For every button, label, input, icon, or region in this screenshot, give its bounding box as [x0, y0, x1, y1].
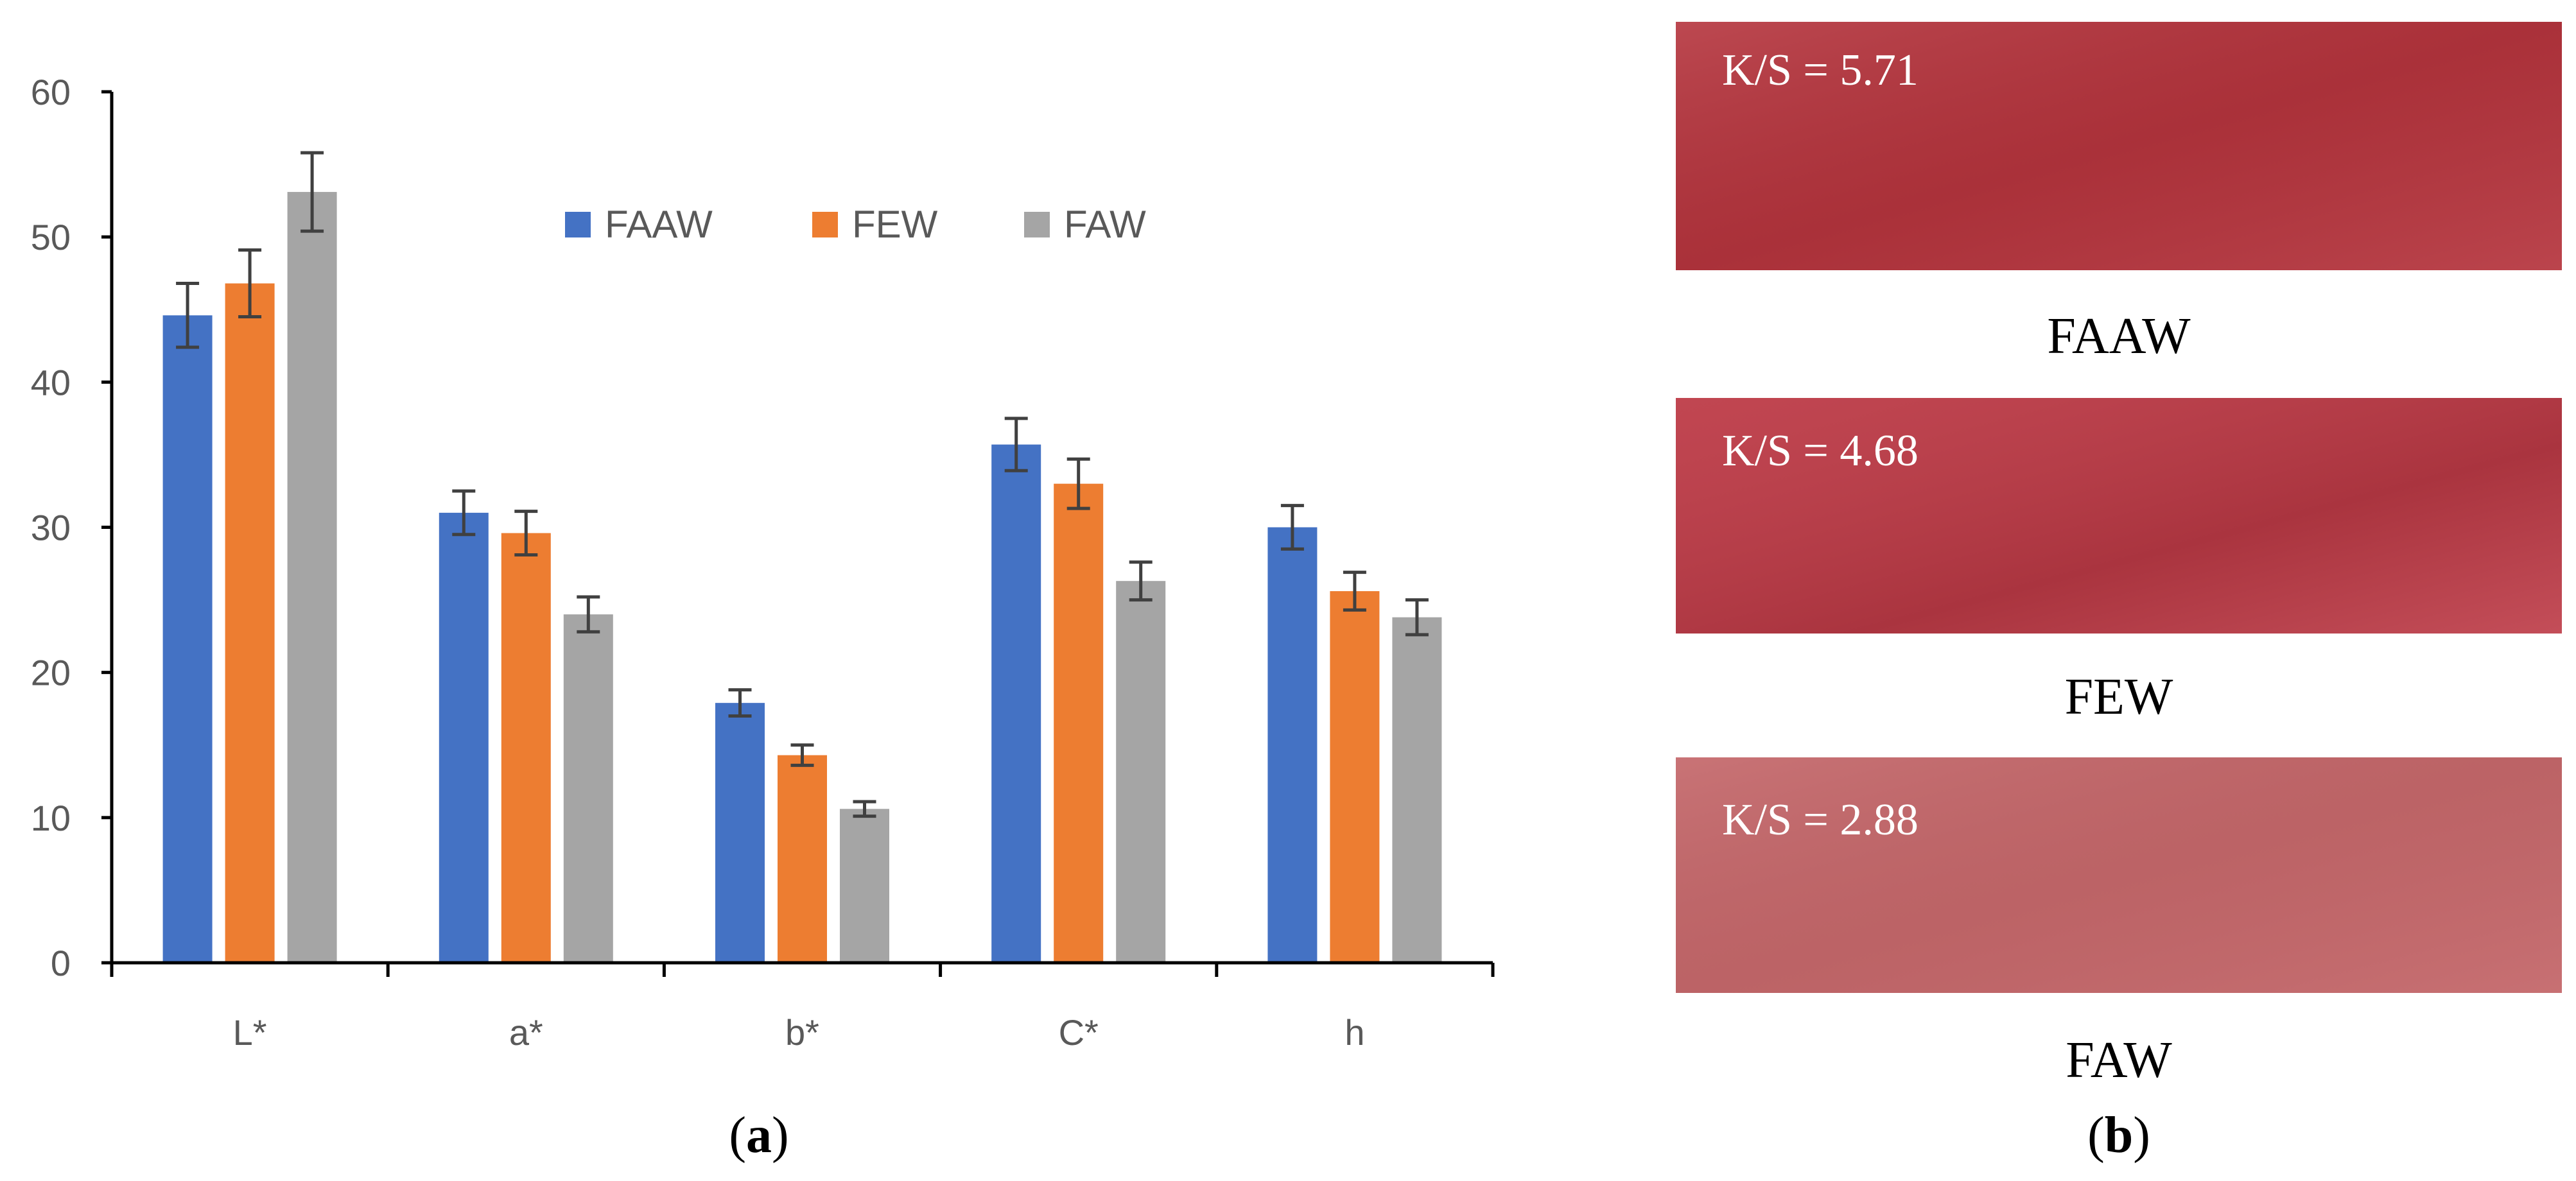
- panel-b-label: (b): [2087, 1107, 2150, 1164]
- bar-few-1: [501, 533, 551, 963]
- bar-faaw-2: [715, 703, 765, 963]
- y-tick-label: 40: [31, 362, 71, 402]
- bar-faaw-0: [162, 315, 213, 963]
- swatch-faw: K/S = 2.88 FAW: [1676, 757, 2562, 1089]
- error-bar: [853, 800, 876, 818]
- legend-swatch: [565, 212, 591, 237]
- bar-faw-1: [563, 614, 613, 963]
- error-bar: [728, 688, 752, 718]
- bar-faw-3: [1116, 581, 1166, 963]
- panel-a-label: (a): [729, 1107, 788, 1164]
- legend-item-faw: FAW: [1024, 203, 1146, 246]
- error-bar: [1280, 504, 1304, 551]
- swatch-ks-value: K/S = 5.71: [1722, 46, 1919, 95]
- bar-few-3: [1054, 483, 1104, 963]
- swatch-name: FEW: [2065, 669, 2173, 725]
- y-tick-label: 50: [31, 217, 71, 257]
- error-bar: [1004, 417, 1028, 472]
- legend-item-few: FEW: [812, 203, 938, 246]
- swatch-panel: K/S = 5.71 FAAW K/S = 4.68 FEW K/S = 2.8…: [1676, 22, 2562, 1089]
- error-bar: [176, 282, 200, 349]
- y-tick-label: 0: [51, 943, 71, 983]
- legend: FAAW FEW FAW: [565, 203, 1146, 246]
- bar-faaw-3: [991, 444, 1041, 963]
- error-bar: [1343, 571, 1366, 612]
- swatch-ks-value: K/S = 2.88: [1722, 795, 1919, 845]
- error-bar: [1066, 457, 1090, 510]
- bar-faaw-4: [1267, 527, 1318, 963]
- error-bar: [1405, 598, 1429, 637]
- y-tick-label: 30: [31, 508, 71, 548]
- swatch-few: K/S = 4.68 FEW: [1676, 398, 2562, 725]
- x-ticks: L* a* b* C* h: [110, 963, 1495, 1053]
- y-tick-label: 20: [31, 653, 71, 693]
- error-bar: [790, 743, 814, 767]
- bars: [162, 192, 1442, 963]
- x-tick-label: h: [1345, 1012, 1364, 1053]
- legend-label: FAW: [1064, 203, 1146, 246]
- legend-swatch: [1024, 212, 1050, 237]
- error-bar: [452, 489, 476, 537]
- swatch-name: FAW: [2066, 1032, 2172, 1089]
- y-ticks: 0 10 20 30 40 50 60: [31, 72, 112, 983]
- bar-faw-4: [1392, 617, 1442, 963]
- error-bars: [176, 151, 1429, 818]
- bar-faw-0: [287, 192, 337, 963]
- y-tick-label: 10: [31, 798, 71, 838]
- error-bar: [238, 248, 262, 319]
- error-bar: [300, 151, 324, 233]
- bar-few-0: [225, 283, 275, 963]
- swatch-ks-value: K/S = 4.68: [1722, 426, 1919, 476]
- legend-label: FAAW: [605, 203, 713, 246]
- y-tick-label: 60: [31, 72, 71, 112]
- legend-label: FEW: [852, 203, 938, 246]
- bar-few-4: [1330, 591, 1380, 963]
- error-bar: [577, 595, 600, 634]
- x-tick-label: L*: [233, 1012, 267, 1053]
- bar-few-2: [778, 755, 827, 963]
- bar-faaw-1: [439, 512, 489, 963]
- x-tick-label: b*: [785, 1012, 819, 1053]
- x-tick-label: a*: [509, 1012, 543, 1053]
- bar-chart: 0 10 20 30 40 50 60 L* a* b* C* h FAAW FEW FAW: [31, 72, 1495, 1053]
- swatch-name: FAAW: [2047, 308, 2191, 365]
- x-tick-label: C*: [1059, 1012, 1099, 1053]
- legend-item-faaw: FAAW: [565, 203, 713, 246]
- error-bar: [514, 510, 538, 556]
- legend-swatch: [812, 212, 838, 237]
- bar-faw-2: [840, 809, 889, 963]
- error-bar: [1129, 560, 1153, 602]
- swatch-faaw: K/S = 5.71 FAAW: [1676, 22, 2562, 365]
